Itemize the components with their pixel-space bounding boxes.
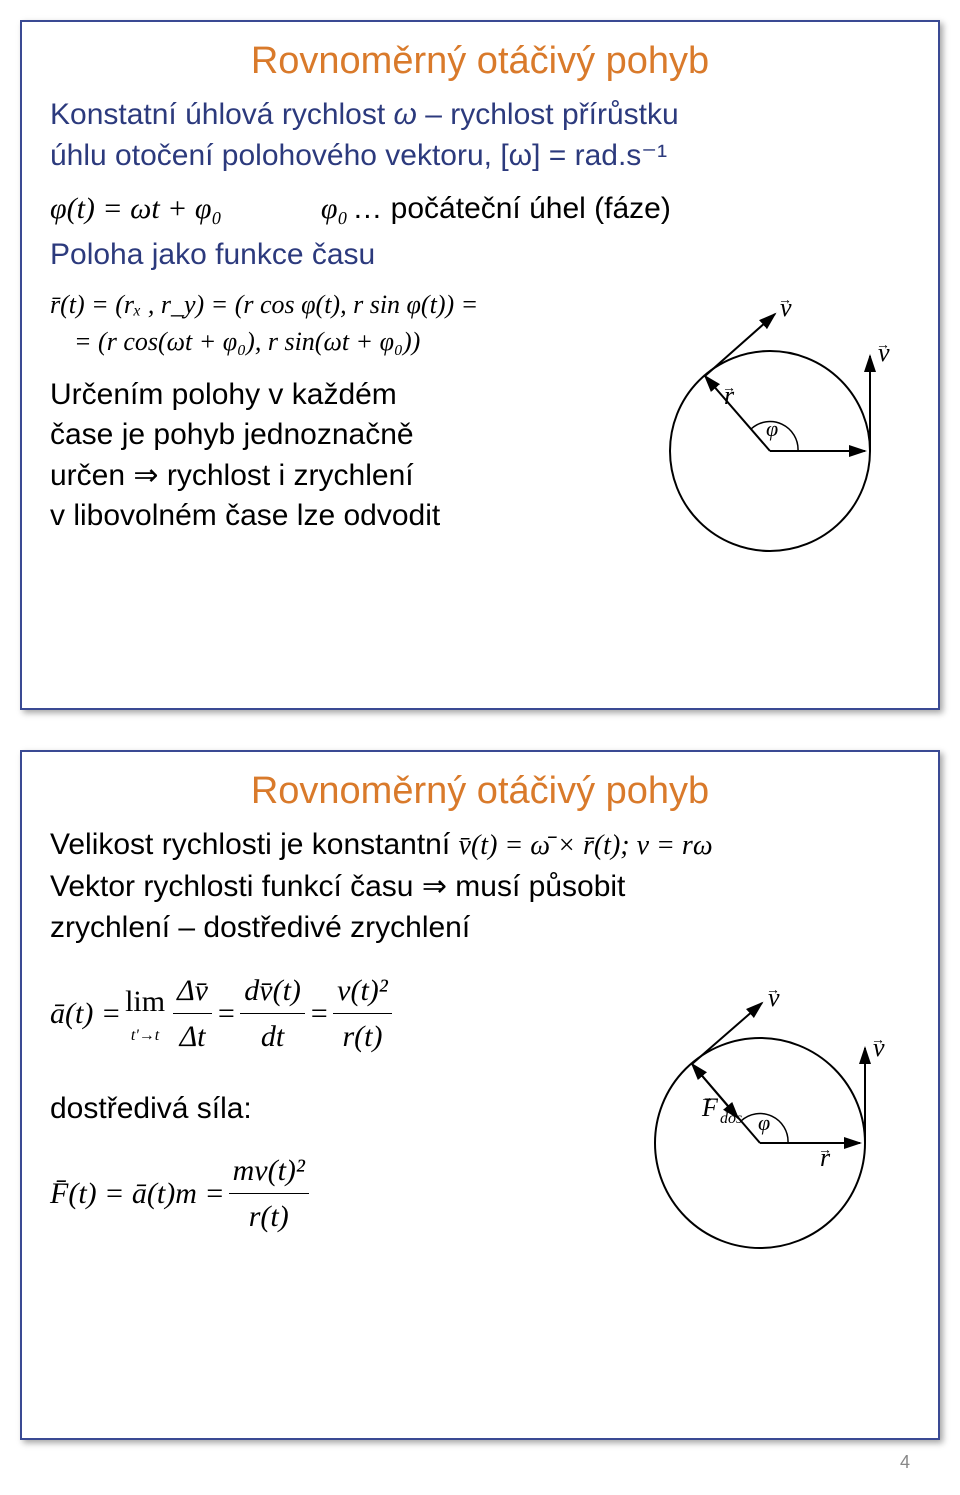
slide2-line1: Velikost rychlosti je konstantní bbox=[50, 828, 459, 861]
omega-symbol: ω bbox=[394, 98, 417, 131]
slide2-eq2-eq2: = bbox=[309, 991, 329, 1036]
slide1-line2: úhlu otočení polohového vektoru, [ω] = r… bbox=[50, 139, 667, 172]
slide2-eq-col: ā(t) = lim t'→t Δv̄ Δt = dv̄(t) dt = bbox=[50, 968, 590, 1239]
slide2-diagram: v → v → r → φ F → dos bbox=[610, 968, 910, 1268]
slide2-eq3-lhs: F̄(t) = ā(t)m = bbox=[50, 1171, 225, 1216]
slide2-eq2-f2num: dv̄(t) bbox=[240, 968, 305, 1014]
slide1-eq1-right: … počáteční úhel (fáze) bbox=[352, 192, 671, 225]
slide2-eq2-lhs: ā(t) = bbox=[50, 991, 121, 1036]
slide1-diagram: v → v → r → φ bbox=[630, 286, 910, 566]
svg-text:→: → bbox=[766, 983, 780, 998]
slide2-eq2-f3num: v(t)² bbox=[333, 968, 392, 1014]
slide1-line1b: – rychlost přírůstku bbox=[417, 98, 679, 131]
slide2-eq2-f3den: r(t) bbox=[333, 1014, 392, 1059]
slide2-eq2-limsub: t'→t bbox=[125, 1024, 165, 1048]
slide2-eq2-lim: lim bbox=[125, 979, 165, 1024]
slide-1: Rovnoměrný otáčivý pohyb Konstatní úhlov… bbox=[20, 20, 940, 710]
slide2-eq1: v̄(t) = ω̄ × r̄(t); v = rω bbox=[459, 830, 713, 861]
slide1-equations-col: r̄(t) = (rₓ , r_y) = (r cos φ(t), r sin … bbox=[50, 286, 610, 537]
slide1-para: Určením polohy v každém čase je pohyb je… bbox=[50, 375, 610, 537]
svg-text:→: → bbox=[876, 338, 890, 353]
slide2-eq3: F̄(t) = ā(t)m = mv(t)² r(t) bbox=[50, 1148, 590, 1239]
slide1-title: Rovnoměrný otáčivý pohyb bbox=[50, 40, 910, 83]
svg-text:→: → bbox=[700, 1091, 714, 1106]
slide1-eq2b: = (r cos(ωt + φ₀), r sin(ωt + φ₀)) bbox=[50, 323, 610, 361]
slide2-line2: Vektor rychlosti funkcí času ⇒ musí půso… bbox=[50, 867, 910, 908]
slide2-title: Rovnoměrný otáčivý pohyb bbox=[50, 770, 910, 813]
slide2-eq2-f1den: Δt bbox=[173, 1014, 212, 1059]
page-number: 4 bbox=[900, 1452, 910, 1473]
svg-text:→: → bbox=[722, 381, 736, 396]
slide1-body: Konstatní úhlová rychlost ω – rychlost p… bbox=[50, 95, 910, 176]
svg-text:dos: dos bbox=[720, 1110, 742, 1127]
slide1-para-b: čase je pohyb jednoznačně bbox=[50, 418, 414, 451]
slide2-line1-row: Velikost rychlosti je konstantní v̄(t) =… bbox=[50, 825, 910, 867]
slide1-para-d: v libovolném čase lze odvodit bbox=[50, 499, 440, 532]
slide2-eq3-den: r(t) bbox=[229, 1194, 309, 1239]
slide1-eq1-row: φ(t) = ωt + φ₀ φ₀ … počáteční úhel (fáze… bbox=[50, 186, 910, 231]
svg-text:→: → bbox=[871, 1033, 885, 1048]
svg-text:φ: φ bbox=[766, 416, 778, 441]
slide2-eq2: ā(t) = lim t'→t Δv̄ Δt = dv̄(t) dt = bbox=[50, 968, 590, 1059]
slide1-line1a: Konstatní úhlová rychlost bbox=[50, 98, 394, 131]
slide2-line3: zrychlení – dostředivé zrychlení bbox=[50, 908, 910, 949]
svg-text:→: → bbox=[778, 293, 792, 308]
slide1-line3: Poloha jako funkce času bbox=[50, 235, 910, 276]
svg-text:→: → bbox=[818, 1143, 832, 1158]
slide1-eq2a: r̄(t) = (rₓ , r_y) = (r cos φ(t), r sin … bbox=[50, 286, 610, 324]
slide2-eq2-f1num: Δv̄ bbox=[173, 968, 212, 1014]
slide2-eq2-f2den: dt bbox=[240, 1014, 305, 1059]
slide1-eq1-mid: φ₀ bbox=[321, 192, 348, 225]
slide-2: Rovnoměrný otáčivý pohyb Velikost rychlo… bbox=[20, 750, 940, 1440]
slide2-eq3-num: mv(t)² bbox=[229, 1148, 309, 1194]
svg-text:φ: φ bbox=[758, 1110, 770, 1135]
slide2-line4: dostředivá síla: bbox=[50, 1089, 590, 1130]
slide1-eq1-left: φ(t) = ωt + φ₀ bbox=[50, 192, 222, 225]
slide1-para-c: určen ⇒ rychlost i zrychlení bbox=[50, 459, 414, 492]
slide1-para-a: Určením polohy v každém bbox=[50, 378, 397, 411]
slide2-eq2-eq1: = bbox=[216, 991, 236, 1036]
